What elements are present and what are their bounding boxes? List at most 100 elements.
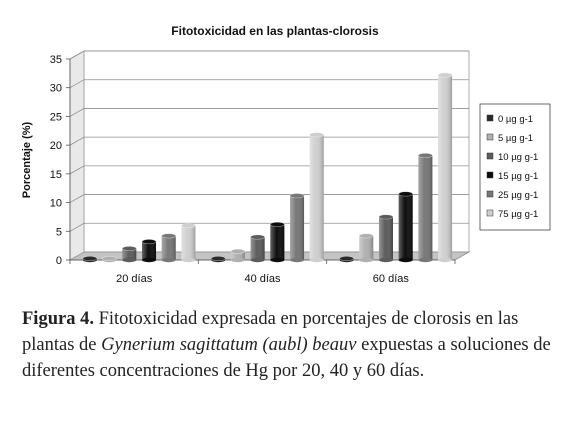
bar-top-cap [82,255,98,261]
bar [230,248,246,263]
legend: 0 µg g-1 5 µg g-1 10 µg g-1 15 µg g-1 25 µg … [479,103,551,231]
legend-swatch [486,190,494,198]
bar-chart: Fitotoxicidad en las plantas-clorosis Po… [21,24,551,285]
bar-top-cap [270,221,285,227]
bar-bottom-cap [359,257,374,263]
x-tick-label: 40 días [244,273,281,285]
legend-label: 15 µg g-1 [498,171,538,182]
bar-top-cap [437,72,453,78]
bar-bottom-cap [290,257,305,263]
plot-area: 0 5 10 15 20 25 30 35 20 días 40 días 60 días [50,50,471,285]
caption-text-before: Fitotoxicidad expresada en porcentajes d… [22,309,519,355]
bar-bottom-cap [250,257,265,263]
legend-swatch [486,209,494,217]
bar-shading [230,251,245,260]
bar-shading [122,248,137,260]
bar-top-cap [230,248,246,254]
bar-top-cap [289,193,305,199]
bar-top-cap [102,255,117,261]
x-tick-label: 60 días [373,273,410,285]
bar-shading [418,155,433,260]
bar-bottom-cap [142,257,157,263]
bar [102,255,117,263]
y-tick-label: 30 [50,83,62,95]
gridline [69,194,469,203]
bar-top-cap [250,234,265,240]
bar [437,72,453,263]
bar-bottom-cap [378,257,393,263]
bar-top-cap [358,233,374,239]
bar-top-cap [141,239,157,245]
y-tick-label: 20 [50,140,62,152]
gridline [69,222,469,232]
bar [309,132,325,263]
caption-species-name: Gynerium sagittatum (aubl) beauv [101,335,357,355]
bar-shading [181,225,196,260]
bar-bottom-cap [438,257,453,263]
bar-top-cap [309,132,325,138]
legend-label: 75 µg g-1 [498,209,538,220]
bar [122,246,137,263]
y-axis-label: Porcentaje (%) [21,121,33,198]
bar-top-cap [181,223,196,229]
bar-top-cap [122,246,137,252]
bar-bottom-cap [230,257,245,263]
legend-box [479,103,551,231]
legend-label: 10 µg g-1 [498,152,538,163]
gridline [69,165,469,175]
bar-shading [270,224,285,260]
caption-label: Figura 4. [22,309,94,329]
gridline [69,50,469,60]
bar-top-cap [161,233,177,239]
y-tick-label: 35 [50,54,62,66]
bar [210,255,226,263]
bar [398,191,413,263]
bar-top-cap [339,255,354,261]
chart-container: Fitotoxicidad en las plantas-clorosis Po… [21,24,551,285]
legend-label: 25 µg g-1 [498,190,538,201]
chart-side-wall [69,50,85,261]
bar-shading [250,237,265,260]
y-tick-label: 10 [50,198,62,210]
bar-shading [142,241,157,260]
bar-shading [290,195,305,260]
bar-bottom-cap [181,257,196,263]
bar [181,223,196,263]
bar-shading [398,193,413,260]
bar-shading [438,75,453,260]
gridline [69,79,469,89]
gridline [69,136,469,146]
bar [289,193,305,263]
bar-top-cap [398,191,413,197]
bar-bottom-cap [418,257,433,263]
caption-text-after: expuestas a soluciones de diferentes con… [22,335,551,381]
legend-swatch [486,171,494,179]
bar [358,233,374,263]
legend-label: 5 µg g-1 [498,133,533,144]
legend-label: 0 µg g-1 [498,114,533,125]
bar [161,233,177,263]
bar-bottom-cap [270,257,285,263]
bar [270,221,285,263]
legend-swatch [486,152,494,160]
y-tick-label: 0 [56,255,62,267]
bar [418,152,433,263]
bar-bottom-cap [161,257,176,263]
bar-top-cap [418,152,433,158]
legend-swatch [486,114,494,122]
bar-bottom-cap [309,257,324,263]
y-tick-label: 5 [56,226,62,238]
bar-shading [309,134,324,260]
bar [82,255,98,263]
bar-bottom-cap [398,257,413,263]
y-tick-label: 15 [50,169,62,181]
x-tick-label: 20 días [116,273,153,285]
bar-top-cap [210,255,226,261]
bar-shading [161,235,176,260]
y-tick-label: 25 [50,111,62,123]
legend-swatch [486,133,494,141]
bar [250,234,265,263]
bar [141,239,157,263]
figure-caption: Figura 4. Fitotoxicidad expresada en por… [22,306,562,384]
bar-top-cap [378,214,394,220]
